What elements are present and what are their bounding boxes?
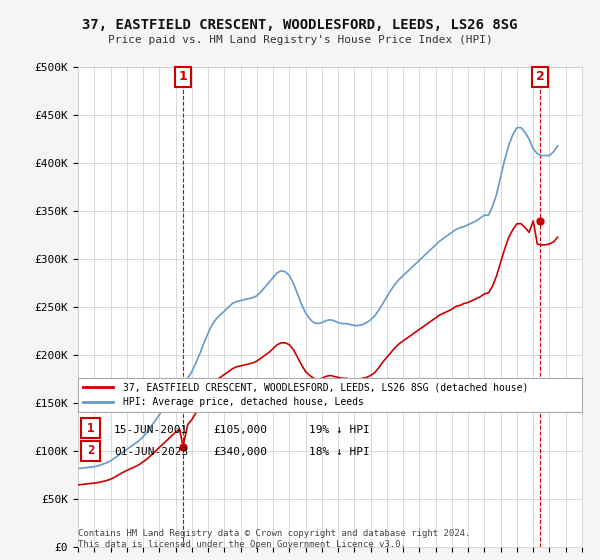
Text: HPI: Average price, detached house, Leeds: HPI: Average price, detached house, Leed… (124, 397, 364, 407)
Text: 19% ↓ HPI: 19% ↓ HPI (309, 424, 370, 435)
Text: 15-JUN-2001: 15-JUN-2001 (114, 424, 188, 435)
Text: 1: 1 (87, 422, 94, 435)
Text: 2: 2 (536, 71, 544, 83)
Text: Price paid vs. HM Land Registry's House Price Index (HPI): Price paid vs. HM Land Registry's House … (107, 35, 493, 45)
Text: 2: 2 (87, 444, 94, 458)
Text: £340,000: £340,000 (213, 447, 267, 457)
Text: 37, EASTFIELD CRESCENT, WOODLESFORD, LEEDS, LS26 8SG (detached house): 37, EASTFIELD CRESCENT, WOODLESFORD, LEE… (124, 382, 529, 393)
Text: 18% ↓ HPI: 18% ↓ HPI (309, 447, 370, 457)
Text: 1: 1 (179, 71, 187, 83)
Text: Contains HM Land Registry data © Crown copyright and database right 2024.
This d: Contains HM Land Registry data © Crown c… (78, 529, 470, 549)
Text: £105,000: £105,000 (213, 424, 267, 435)
Text: 01-JUN-2023: 01-JUN-2023 (114, 447, 188, 457)
Text: 37, EASTFIELD CRESCENT, WOODLESFORD, LEEDS, LS26 8SG: 37, EASTFIELD CRESCENT, WOODLESFORD, LEE… (82, 18, 518, 32)
